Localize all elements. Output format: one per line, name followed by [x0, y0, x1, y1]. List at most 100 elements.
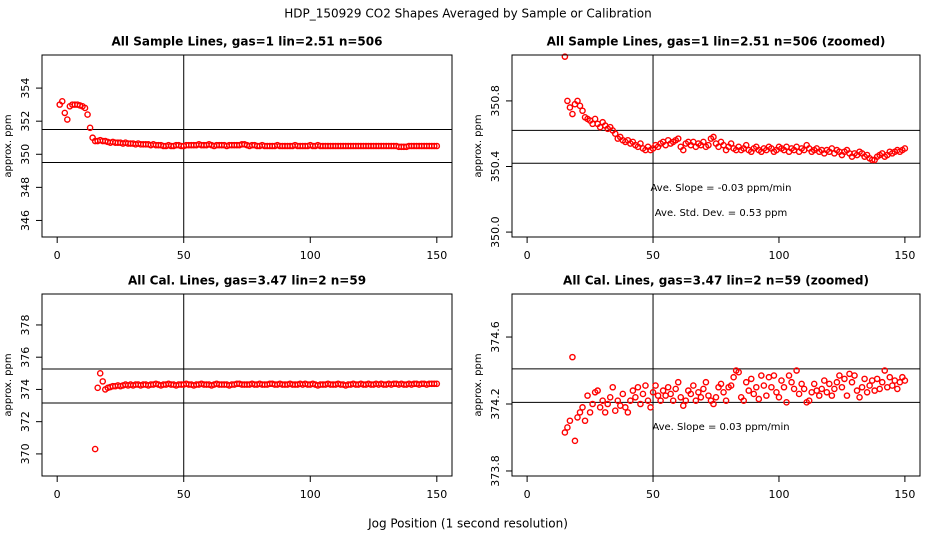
point [901, 377, 909, 384]
point [672, 385, 680, 393]
point [848, 378, 856, 386]
point [873, 375, 881, 383]
point [831, 385, 838, 393]
point [574, 97, 581, 105]
point [564, 97, 571, 105]
point [622, 404, 629, 411]
point [815, 392, 823, 399]
plot-frame [41, 293, 453, 477]
point [64, 116, 71, 123]
y-axis-label: approx. ppm [473, 353, 484, 416]
point [96, 370, 104, 377]
point [695, 388, 702, 396]
annotation: Ave. Slope = 0.03 ppm/min [652, 422, 789, 433]
point [564, 424, 571, 431]
point [868, 156, 876, 164]
point [841, 375, 848, 383]
point [629, 387, 637, 394]
y-tick-label: 352 [19, 111, 32, 132]
point [770, 372, 778, 379]
point [569, 353, 576, 361]
point [692, 397, 700, 404]
figure-title: HDP_150929 CO2 Shapes Averaged by Sample… [284, 7, 651, 21]
point [785, 372, 793, 379]
point [886, 373, 894, 381]
point [561, 429, 569, 436]
point [697, 394, 705, 401]
point [591, 115, 599, 123]
point [722, 397, 730, 404]
x-tick-label: 100 [300, 488, 321, 501]
point [705, 392, 712, 399]
x-tick-label: 0 [54, 249, 61, 262]
x-tick-label: 150 [426, 488, 447, 501]
point [820, 377, 828, 384]
panel-title: All Cal. Lines, gas=3.47 lin=2 n=59 [128, 274, 366, 288]
y-tick-label: 348 [19, 177, 32, 198]
point [700, 385, 707, 393]
point [642, 382, 649, 389]
point [763, 392, 770, 399]
point [596, 404, 604, 411]
plot-frame [511, 293, 921, 477]
point [634, 383, 642, 391]
point [667, 390, 674, 398]
point [768, 383, 775, 391]
point [755, 395, 763, 403]
point [584, 392, 591, 399]
x-tick-label: 150 [894, 249, 915, 262]
point [710, 400, 717, 408]
point [878, 378, 886, 386]
y-tick-label: 374.6 [489, 321, 502, 353]
y-axis-label: approx. ppm [3, 114, 14, 177]
point [579, 107, 586, 115]
point [750, 390, 758, 398]
point [586, 409, 594, 416]
point [566, 417, 574, 425]
y-tick-label: 350.4 [489, 151, 502, 183]
point [700, 138, 707, 146]
point [576, 102, 584, 110]
y-tick-label: 374 [19, 379, 32, 400]
point [99, 378, 107, 385]
point [679, 146, 687, 154]
point [793, 367, 800, 374]
point [611, 407, 619, 415]
point [611, 130, 619, 138]
point [627, 397, 634, 404]
x-tick-label: 150 [894, 488, 915, 501]
y-tick-label: 350.0 [489, 216, 502, 248]
point [632, 394, 639, 401]
point [888, 382, 896, 389]
point [569, 110, 576, 118]
point [609, 383, 617, 391]
point [727, 382, 735, 389]
point [788, 378, 795, 386]
point [745, 387, 753, 394]
point [853, 387, 861, 394]
point [780, 383, 788, 391]
point [810, 380, 818, 388]
x-tick-label: 50 [646, 249, 660, 262]
point [894, 385, 901, 393]
point [843, 392, 851, 399]
point [790, 385, 798, 393]
y-tick-label: 346 [19, 210, 32, 231]
y-axis-label: approx. ppm [473, 114, 484, 177]
x-tick-label: 0 [54, 488, 61, 501]
point [679, 402, 687, 409]
point [702, 378, 710, 386]
y-tick-label: 373.8 [489, 455, 502, 487]
point [752, 383, 760, 391]
y-tick-label: 370 [19, 443, 32, 464]
x-tick-label: 100 [300, 249, 321, 262]
point [594, 387, 601, 394]
point [775, 394, 783, 401]
point [624, 409, 632, 416]
point [430, 142, 438, 150]
y-tick-label: 374.2 [489, 388, 502, 420]
point [826, 380, 833, 388]
point [717, 380, 725, 388]
